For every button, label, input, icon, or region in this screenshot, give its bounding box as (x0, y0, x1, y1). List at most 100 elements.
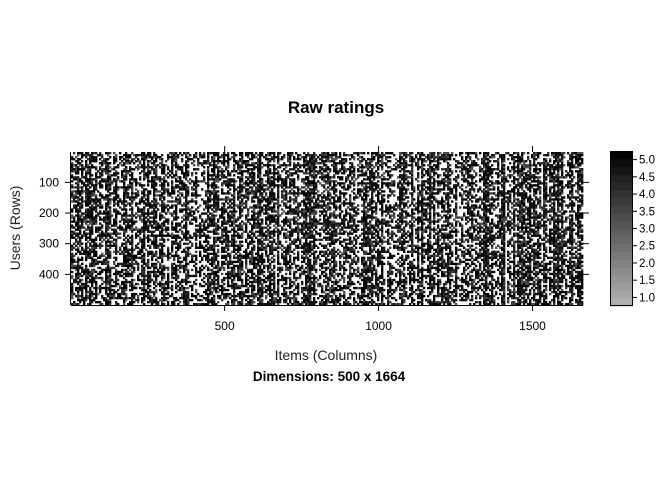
heatmap-cell (507, 190, 510, 193)
heatmap-cell (487, 182, 490, 185)
heatmap-cell (75, 178, 78, 181)
heatmap-cell (443, 192, 446, 195)
heatmap-cell (481, 176, 484, 179)
heatmap-cell (121, 200, 124, 203)
heatmap-cell (305, 162, 308, 165)
heatmap-cell (77, 190, 80, 193)
heatmap-cell (263, 184, 266, 187)
heatmap-cell (431, 192, 434, 195)
heatmap-cell (243, 170, 246, 173)
heatmap-cell (85, 208, 88, 211)
heatmap-cell (361, 168, 364, 171)
heatmap-cell (99, 216, 102, 219)
heatmap-cell (571, 208, 574, 211)
heatmap-cell (545, 198, 548, 201)
heatmap-cell (189, 214, 192, 217)
heatmap-cell (89, 210, 92, 213)
heatmap-cell (373, 216, 376, 219)
heatmap-cell (425, 192, 428, 195)
heatmap-cell (107, 164, 110, 167)
heatmap-cell (205, 200, 208, 203)
heatmap-cell (205, 182, 208, 185)
heatmap-cell (539, 182, 542, 185)
heatmap-cell (483, 204, 486, 207)
heatmap-cell (403, 172, 406, 175)
heatmap-cell (447, 154, 450, 157)
heatmap-cell (219, 174, 222, 177)
heatmap-cell (413, 188, 416, 191)
heatmap-cell (381, 158, 384, 161)
heatmap-cell (187, 160, 190, 163)
heatmap-cell (463, 160, 466, 163)
heatmap-cell (433, 184, 436, 187)
heatmap-cell (535, 152, 538, 155)
heatmap-cell (469, 184, 472, 187)
heatmap-cell (307, 186, 310, 189)
heatmap-cell (305, 212, 308, 215)
heatmap-cell (211, 212, 214, 215)
heatmap-cell (357, 192, 360, 195)
heatmap-cell (561, 164, 564, 167)
heatmap-cell (163, 172, 166, 175)
heatmap-cell (509, 190, 512, 193)
heatmap-cell (401, 194, 404, 197)
heatmap-cell (285, 198, 288, 201)
heatmap-cell (495, 214, 498, 217)
heatmap-cell (91, 214, 94, 217)
heatmap-cell (87, 172, 90, 175)
heatmap-cell (419, 152, 422, 155)
heatmap-cell (257, 184, 260, 187)
heatmap-cell (79, 192, 82, 195)
heatmap-cell (535, 192, 538, 195)
heatmap-cell (417, 158, 420, 161)
heatmap-cell (177, 202, 180, 205)
heatmap-cell (171, 186, 174, 189)
heatmap-cell (127, 184, 130, 187)
heatmap-cell (301, 180, 304, 183)
heatmap-cell (283, 182, 286, 185)
heatmap-cell (517, 198, 520, 201)
heatmap-cell (97, 182, 100, 185)
heatmap-cell (299, 164, 302, 167)
heatmap-cell (445, 170, 448, 173)
heatmap-cell (349, 154, 352, 157)
heatmap-cell (115, 210, 118, 213)
heatmap-cell (455, 212, 458, 215)
heatmap-cell (89, 214, 92, 217)
heatmap-cell (347, 176, 350, 179)
heatmap-cell (113, 156, 116, 159)
heatmap-cell (321, 152, 324, 155)
heatmap-cell (433, 154, 436, 157)
heatmap-cell (175, 170, 178, 173)
heatmap-cell (211, 168, 214, 171)
heatmap-cell (319, 158, 322, 161)
heatmap-cell (89, 192, 92, 195)
heatmap-cell (147, 196, 150, 199)
heatmap-cell (561, 190, 564, 193)
heatmap-cell (487, 164, 490, 167)
heatmap-cell (417, 196, 420, 199)
heatmap-cell (453, 186, 456, 189)
heatmap-cell (401, 202, 404, 205)
heatmap-cell (519, 174, 522, 177)
heatmap-cell (311, 196, 314, 199)
heatmap-cell (285, 202, 288, 205)
heatmap-cell (485, 158, 488, 161)
heatmap-cell (75, 186, 78, 189)
heatmap-cell (171, 212, 174, 215)
heatmap-cell (257, 212, 260, 215)
heatmap-cell (281, 196, 284, 199)
heatmap-cell (407, 200, 410, 203)
heatmap-cell (235, 180, 238, 183)
heatmap-cell (461, 162, 464, 165)
heatmap-cell (305, 204, 308, 207)
heatmap-cell (359, 170, 362, 173)
heatmap-cell (487, 160, 490, 163)
heatmap-cell (241, 214, 244, 217)
heatmap-cell (383, 182, 386, 185)
heatmap-cell (285, 192, 288, 195)
heatmap-cell (523, 204, 526, 207)
heatmap-cell (213, 170, 216, 173)
heatmap-cell (513, 152, 516, 155)
heatmap-cell (483, 214, 486, 217)
